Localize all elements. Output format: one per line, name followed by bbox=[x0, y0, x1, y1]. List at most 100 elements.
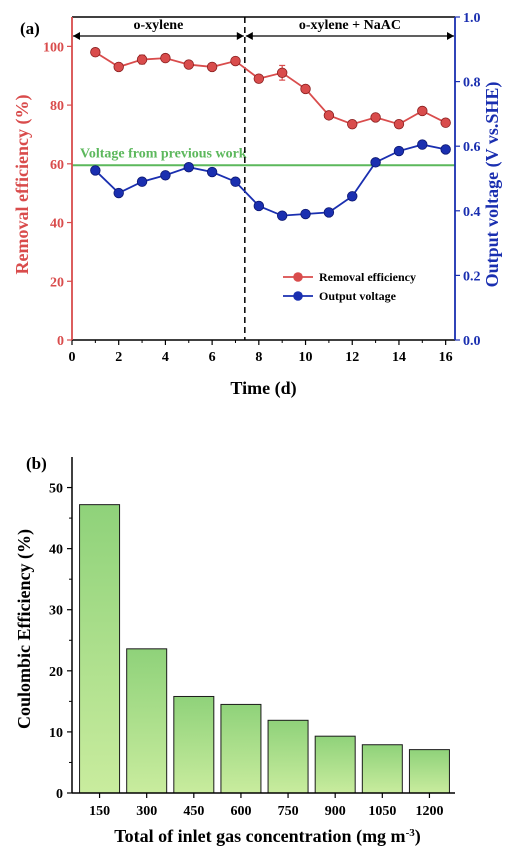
reference-line-group: Voltage from previous work bbox=[72, 146, 455, 167]
region-arrowhead-right-1 bbox=[447, 32, 454, 40]
y-tick-label-right: 0.8 bbox=[463, 76, 481, 91]
y-tick-label-b: 40 bbox=[49, 543, 63, 558]
x-tick-label-b: 150 bbox=[89, 804, 110, 819]
y-tick-label-b: 50 bbox=[49, 482, 63, 497]
reference-line-label: Voltage from previous work bbox=[80, 146, 247, 161]
x-tick-label-b: 1050 bbox=[368, 804, 396, 819]
region-label-0: o-xylene bbox=[134, 18, 184, 33]
x-tick-label-a: 2 bbox=[115, 350, 122, 365]
region-arrowhead-left-0 bbox=[73, 32, 80, 40]
y-tick-label-left: 60 bbox=[50, 158, 64, 173]
output-voltage-point bbox=[347, 191, 358, 202]
legend-marker-1 bbox=[293, 291, 303, 301]
legend-label-0: Removal efficiency bbox=[319, 270, 416, 284]
region-label-1: o-xylene + NaAC bbox=[299, 18, 401, 33]
region-arrowhead-left-1 bbox=[245, 32, 253, 40]
bar-1050 bbox=[361, 744, 403, 794]
bar-750 bbox=[267, 719, 309, 794]
y-tick-label-b: 0 bbox=[56, 787, 63, 802]
x-tick-label-b: 900 bbox=[325, 804, 346, 819]
y-tick-label-right: 0.2 bbox=[463, 269, 481, 284]
output-voltage-point bbox=[393, 145, 405, 157]
output-voltage-line bbox=[94, 143, 446, 217]
removal-efficiency-series bbox=[90, 47, 451, 130]
output-voltage-point bbox=[370, 157, 381, 168]
y-tick-label-b: 10 bbox=[49, 726, 63, 741]
removal-efficiency-point bbox=[253, 73, 265, 84]
x-axis-title-b: Total of inlet gas concentration (mg m-3… bbox=[114, 826, 420, 847]
y-tick-label-b: 20 bbox=[49, 665, 63, 680]
output-voltage-point bbox=[136, 176, 148, 187]
bar-150 bbox=[79, 504, 121, 794]
removal-efficiency-point bbox=[183, 59, 194, 70]
y-tick-label-left: 20 bbox=[50, 275, 64, 290]
removal-efficiency-point bbox=[347, 118, 358, 130]
removal-efficiency-point bbox=[276, 67, 288, 78]
x-tick-label-b: 1200 bbox=[415, 804, 443, 819]
x-axis-title-b-sup: -3 bbox=[406, 827, 416, 839]
bar-450 bbox=[173, 695, 215, 794]
removal-efficiency-point bbox=[113, 61, 124, 73]
output-voltage-point bbox=[160, 170, 171, 181]
removal-efficiency-line bbox=[94, 51, 447, 126]
legend-label-1: Output voltage bbox=[319, 289, 397, 303]
y-tick-label-left: 0 bbox=[57, 334, 64, 349]
x-tick-label-b: 750 bbox=[278, 804, 299, 819]
removal-efficiency-point bbox=[160, 52, 171, 64]
x-tick-label-b: 300 bbox=[136, 804, 157, 819]
output-voltage-point bbox=[230, 176, 241, 187]
output-voltage-point bbox=[276, 210, 288, 221]
output-voltage-point bbox=[253, 200, 265, 212]
removal-efficiency-point bbox=[136, 54, 148, 65]
x-axis-title-b-end: ) bbox=[415, 826, 421, 847]
x-tick-label-b: 450 bbox=[183, 804, 204, 819]
output-voltage-point bbox=[90, 165, 101, 176]
bar-600 bbox=[220, 703, 262, 794]
y-tick-label-right: 0.4 bbox=[463, 205, 481, 220]
axes-b: 0 10 20 30 40 50 150 300 450 600 750 900 1050 1200 bbox=[49, 457, 455, 819]
y-axis-title-b: Coulombic Efficiency (%) bbox=[14, 529, 35, 729]
region-arrowhead-right-0 bbox=[236, 32, 244, 40]
output-voltage-point bbox=[113, 187, 124, 199]
x-tick-label-a: 16 bbox=[439, 350, 453, 365]
x-tick-label-a: 0 bbox=[69, 350, 76, 365]
output-voltage-point bbox=[206, 166, 218, 178]
x-tick-label-b: 600 bbox=[230, 804, 251, 819]
output-voltage-point bbox=[417, 139, 428, 150]
removal-efficiency-point bbox=[323, 110, 335, 121]
y-tick-label-b: 30 bbox=[49, 604, 63, 619]
removal-efficiency-point bbox=[300, 83, 311, 95]
legend-marker-0 bbox=[293, 272, 303, 282]
x-tick-label-a: 4 bbox=[162, 350, 169, 365]
output-voltage-point bbox=[440, 144, 451, 155]
x-axis-title-b-main: Total of inlet gas concentration (mg m bbox=[114, 826, 405, 847]
y-axis-title-right: Output voltage (V vs.SHE) bbox=[482, 82, 503, 288]
bar-1200 bbox=[408, 749, 450, 794]
bar-300 bbox=[126, 648, 168, 794]
removal-efficiency-point bbox=[417, 105, 428, 117]
region-annotations: o-xylene o-xylene + NaAC bbox=[73, 17, 454, 340]
y-tick-label-left: 100 bbox=[43, 40, 64, 55]
bars-b bbox=[79, 504, 450, 794]
x-tick-label-a: 6 bbox=[209, 350, 216, 365]
y-tick-label-right: 1.0 bbox=[463, 11, 481, 26]
legend-a: Removal efficiency Output voltage bbox=[283, 270, 416, 303]
panel-b-label: (b) bbox=[26, 454, 47, 473]
x-tick-label-a: 14 bbox=[392, 350, 406, 365]
output-voltage-point bbox=[300, 208, 311, 220]
x-axis-title-a: Time (d) bbox=[230, 378, 296, 399]
removal-efficiency-point bbox=[206, 61, 218, 73]
y-tick-label-right: 0.0 bbox=[463, 334, 481, 349]
output-voltage-point bbox=[323, 207, 335, 218]
output-voltage-series bbox=[90, 139, 451, 221]
y-tick-label-left: 40 bbox=[50, 217, 64, 232]
x-tick-label-a: 8 bbox=[255, 350, 262, 365]
output-voltage-point bbox=[183, 161, 194, 173]
y-tick-label-left: 80 bbox=[50, 99, 64, 114]
removal-efficiency-point bbox=[230, 55, 241, 67]
x-tick-label-a: 10 bbox=[299, 350, 313, 365]
removal-efficiency-point bbox=[440, 117, 451, 128]
removal-efficiency-point bbox=[370, 112, 381, 123]
y-tick-label-right: 0.6 bbox=[463, 140, 481, 155]
